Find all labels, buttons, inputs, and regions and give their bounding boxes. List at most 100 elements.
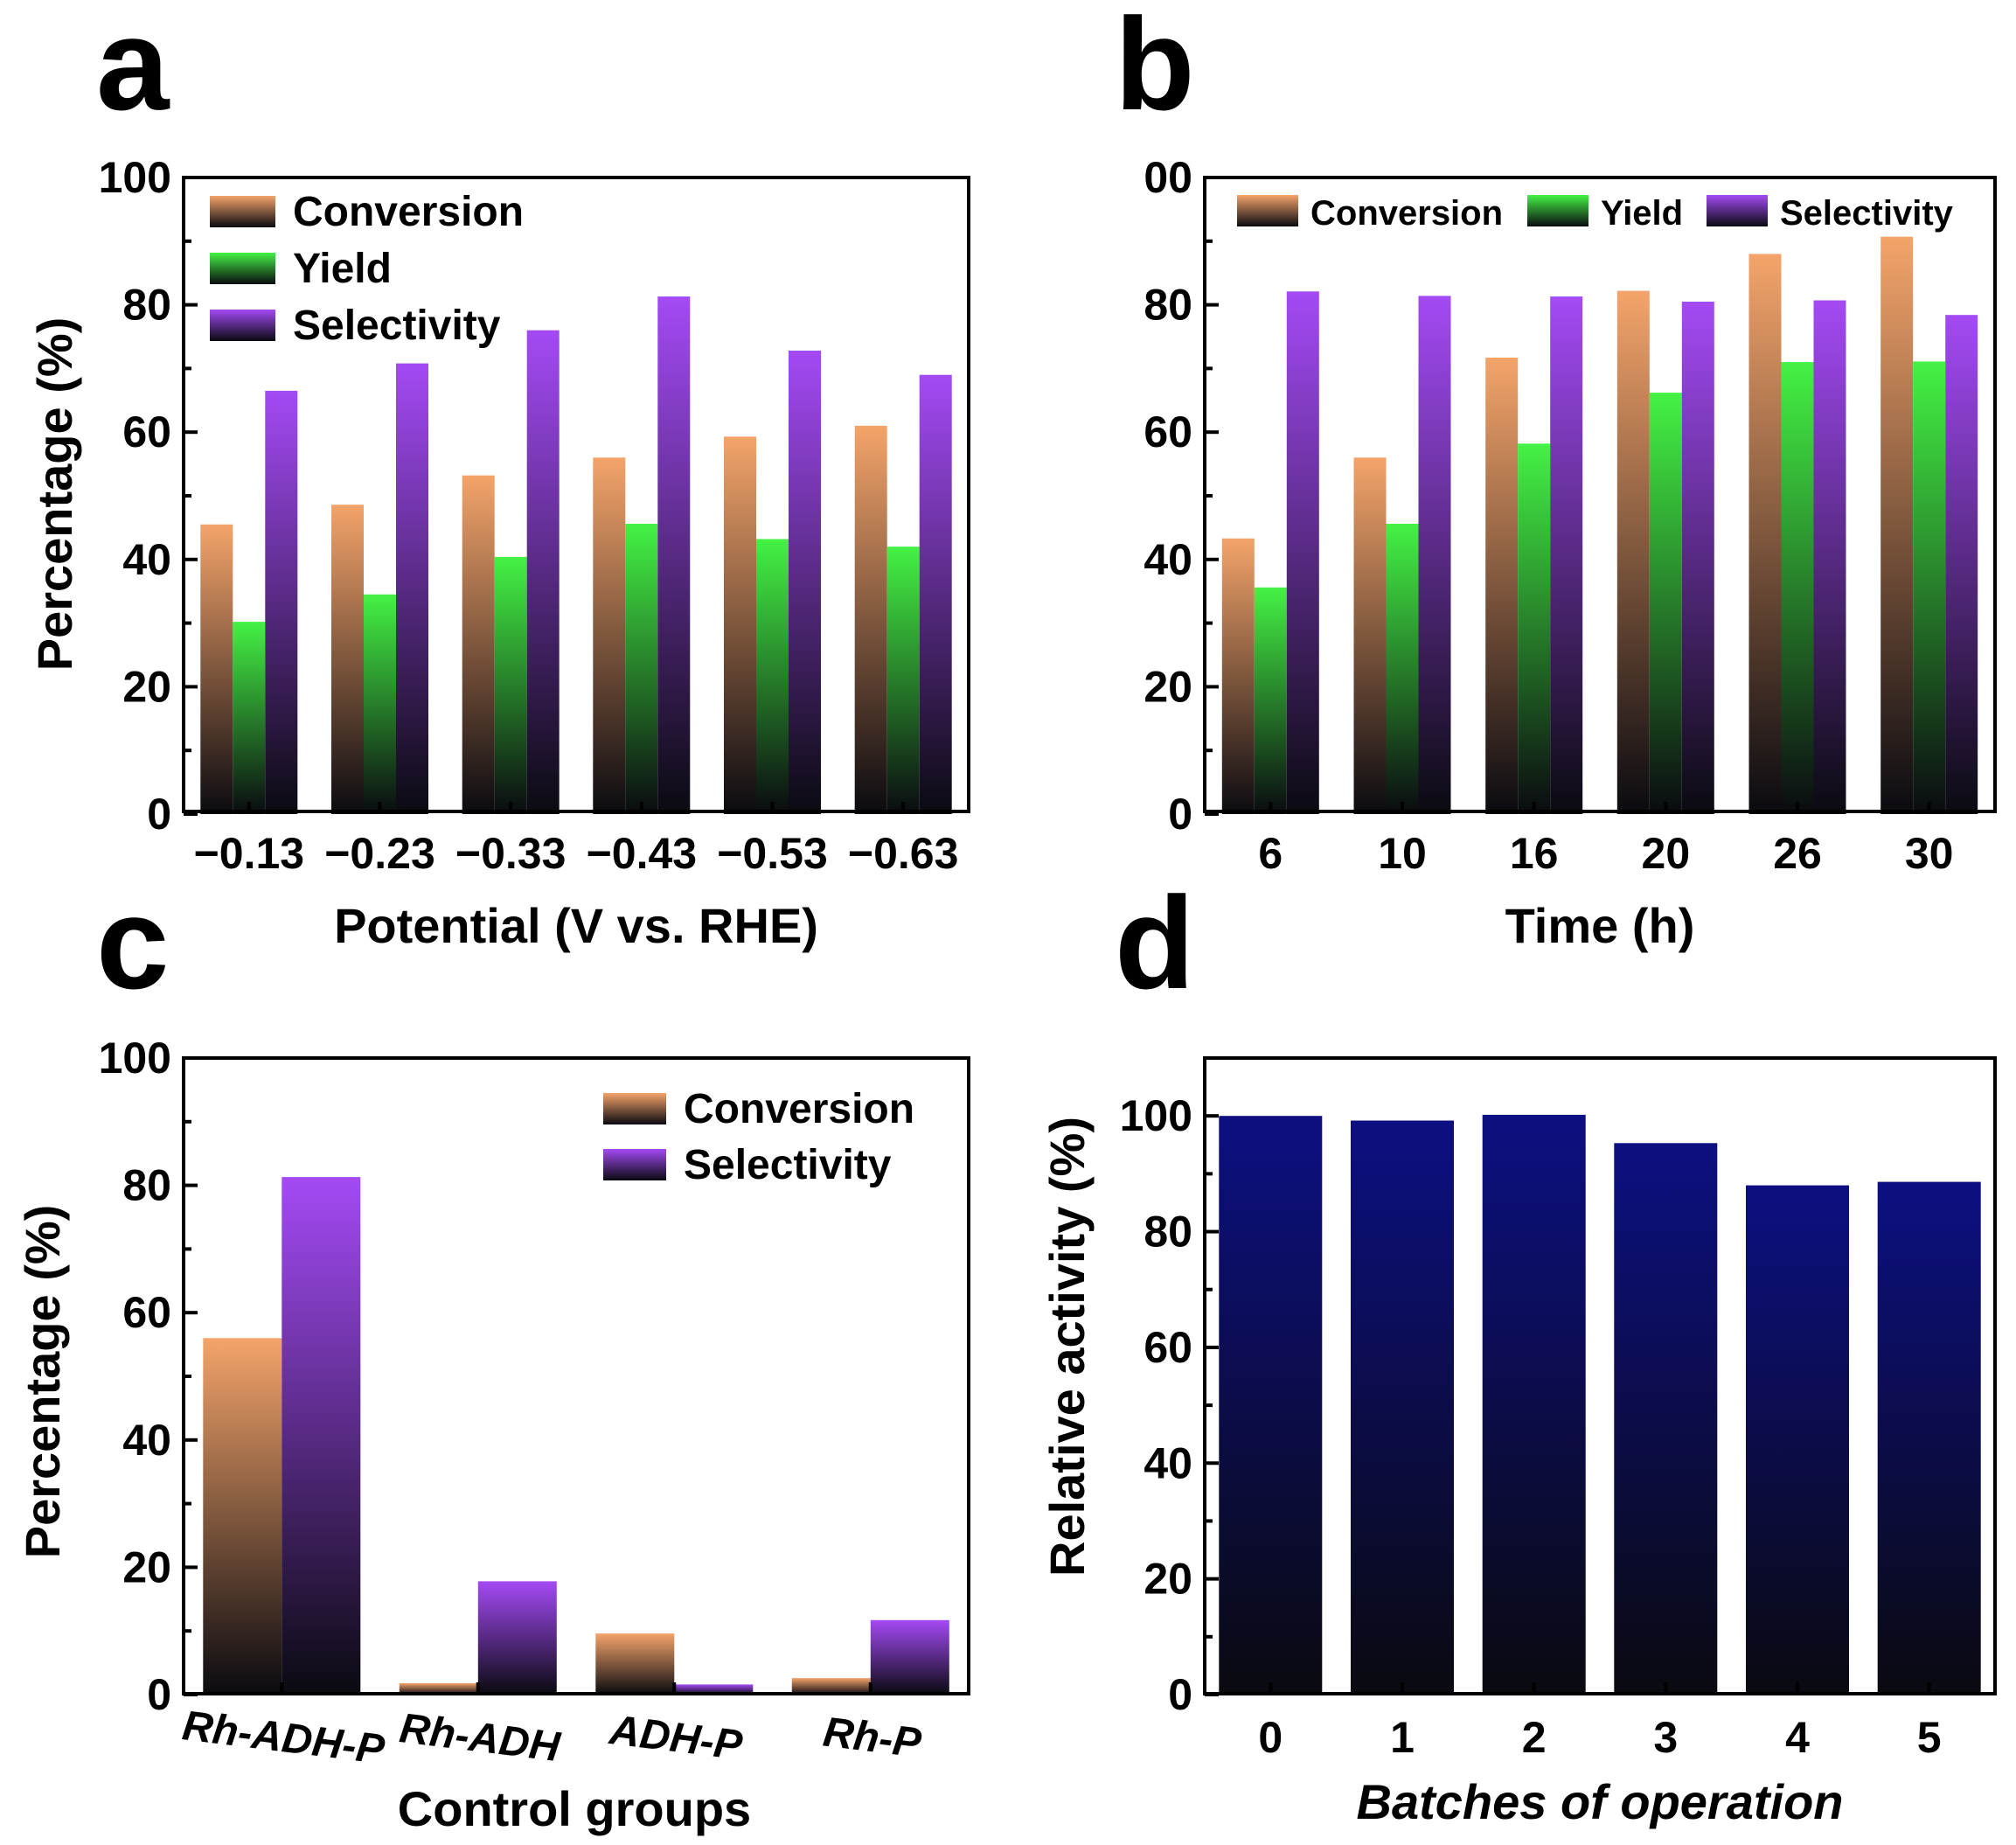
bar-c-conversion-0: [203, 1338, 282, 1695]
bar-a-yield-4: [756, 539, 789, 814]
panel-d: d 0 20 40 60 80 100 0 1 2 3 4 5 Batches of operati…: [1039, 869, 1997, 1829]
bar-c-conversion-1: [399, 1682, 478, 1695]
bar-b-selectivity-1: [1418, 296, 1451, 814]
panel-d-y-axis: 0 20 40 60 80 100: [1120, 1056, 1219, 1719]
bar-a-conversion-1: [331, 505, 364, 814]
panel-b-label: b: [1115, 0, 1195, 137]
panel-c-y-axis: 0 20 40 60 80 100: [99, 1034, 198, 1719]
ytick-label-d-2: 40: [1144, 1438, 1192, 1487]
ytick-label-c-4: 80: [122, 1161, 171, 1210]
xtick-label-a-2: −0.33: [455, 829, 567, 878]
xtick-label-c-2: ADH-P: [606, 1707, 745, 1769]
xtick-label-a-0: −0.13: [194, 829, 305, 878]
bar-b-selectivity-3: [1681, 302, 1714, 814]
panel-a-bars: [200, 296, 952, 815]
bar-c-selectivity-2: [674, 1684, 754, 1695]
bar-a-yield-0: [233, 622, 266, 814]
ytick-label-a-3: 60: [122, 407, 171, 456]
ytick-label-b-1: 20: [1144, 662, 1192, 711]
panel-c-bars: [203, 1177, 949, 1695]
xtick-label-d-2: 2: [1522, 1713, 1547, 1762]
bar-b-conversion-4: [1748, 254, 1782, 814]
panel-c-x-axis: Rh-ADH-P Rh-ADH ADH-P Rh-P: [180, 1682, 925, 1773]
panel-a-y-axis: 0 20 40 60 80 100: [99, 153, 198, 839]
bar-a-selectivity-0: [265, 390, 298, 814]
ytick-label-c-1: 20: [122, 1542, 171, 1591]
bar-c-conversion-3: [791, 1678, 871, 1695]
bar-a-selectivity-3: [657, 296, 691, 815]
bar-a-conversion-0: [200, 524, 233, 814]
panel-c-label: c: [96, 869, 169, 1016]
panel-b-bars: [1221, 236, 1978, 815]
bar-d-activity-2: [1482, 1114, 1586, 1695]
xtick-label-b-4: 26: [1773, 829, 1822, 878]
bar-b-selectivity-4: [1813, 300, 1846, 814]
bar-c-conversion-2: [595, 1633, 675, 1695]
bar-a-selectivity-5: [919, 374, 952, 814]
xtick-label-a-1: −0.23: [324, 829, 435, 878]
ytick-label-a-5: 100: [99, 153, 171, 202]
bar-a-selectivity-2: [526, 330, 560, 814]
bar-a-conversion-4: [724, 436, 756, 814]
xtick-label-c-3: Rh-P: [821, 1709, 925, 1766]
legend-label-c-selectivity: Selectivity: [684, 1142, 892, 1188]
panel-b-y-axis: 0 20 40 60 80 00: [1144, 153, 1219, 839]
legend-swatch-b-yield: [1527, 195, 1588, 226]
legend-swatch-a-conversion: [210, 196, 275, 227]
panel-a-y-title: Percentage (%): [27, 317, 82, 672]
panel-c-x-title: Control groups: [398, 1781, 751, 1836]
ytick-label-a-2: 40: [122, 535, 171, 584]
panel-c-legend: Conversion Selectivity: [603, 1086, 914, 1188]
ytick-label-a-0: 0: [147, 790, 171, 839]
panel-a-x-title: Potential (V vs. RHE): [334, 898, 818, 953]
legend-label-b-conversion: Conversion: [1310, 194, 1503, 233]
legend-label-b-yield: Yield: [1601, 194, 1683, 233]
bar-c-selectivity-3: [870, 1619, 949, 1695]
legend-label-a-yield: Yield: [293, 246, 392, 292]
bar-b-yield-3: [1649, 393, 1682, 814]
xtick-label-d-3: 3: [1653, 1713, 1678, 1762]
bar-b-conversion-0: [1221, 538, 1255, 814]
bar-a-selectivity-1: [396, 363, 428, 815]
bar-d-activity-1: [1351, 1120, 1454, 1695]
bar-b-yield-1: [1386, 524, 1419, 814]
ytick-label-b-5: 00: [1144, 153, 1192, 202]
bar-a-yield-3: [625, 524, 658, 814]
ytick-label-d-1: 20: [1144, 1555, 1192, 1604]
panel-d-x-axis: 0 1 2 3 4 5: [1258, 1682, 1942, 1762]
legend-swatch-a-yield: [210, 253, 275, 284]
ytick-label-a-1: 20: [122, 662, 171, 711]
bar-b-yield-4: [1781, 362, 1814, 815]
ytick-label-c-5: 100: [99, 1034, 171, 1083]
bar-a-yield-2: [494, 556, 527, 814]
xtick-label-b-5: 30: [1905, 829, 1954, 878]
xtick-label-b-3: 20: [1642, 829, 1691, 878]
panel-b-x-title: Time (h): [1505, 898, 1695, 953]
bar-b-conversion-1: [1353, 457, 1387, 814]
xtick-label-d-1: 1: [1390, 1713, 1415, 1762]
panel-a-label: a: [96, 0, 170, 137]
legend-label-b-selectivity: Selectivity: [1780, 194, 1954, 233]
panel-b-x-axis: 6 10 16 20 26 30: [1258, 802, 1953, 878]
panel-b: b 0 20 40 60 80 00 6 10 16 20 26 30 Conversion Yiel…: [1115, 0, 1997, 953]
bar-b-selectivity-0: [1286, 291, 1319, 814]
bar-a-selectivity-4: [789, 351, 821, 814]
panel-d-label: d: [1115, 869, 1195, 1016]
bar-b-conversion-5: [1880, 236, 1914, 814]
bar-b-yield-5: [1913, 361, 1946, 814]
legend-swatch-c-conversion: [603, 1093, 666, 1124]
bar-a-conversion-2: [462, 475, 495, 814]
panel-a-x-axis: −0.13 −0.23 −0.33 −0.43 −0.53 −0.63: [194, 802, 958, 878]
panel-d-y-title: Relative activity (%): [1039, 1117, 1095, 1577]
bar-d-activity-5: [1877, 1181, 1981, 1695]
bar-a-yield-5: [886, 547, 920, 814]
legend-label-c-conversion: Conversion: [684, 1086, 914, 1132]
xtick-label-d-0: 0: [1258, 1713, 1283, 1762]
bar-b-selectivity-2: [1550, 296, 1583, 815]
bar-b-conversion-2: [1485, 358, 1519, 814]
bar-a-conversion-5: [854, 425, 887, 814]
bar-b-yield-0: [1254, 587, 1287, 814]
bar-b-yield-2: [1518, 443, 1551, 814]
legend-label-a-conversion: Conversion: [293, 189, 524, 235]
